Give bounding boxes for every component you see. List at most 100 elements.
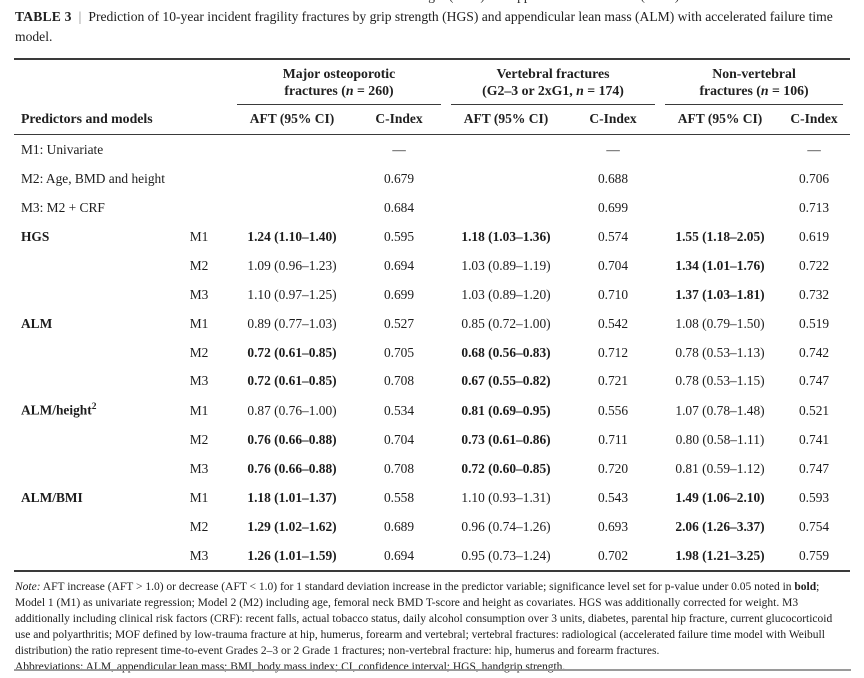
clipped-previous-line: strength (HGS) and appendicular lean mas… [402, 0, 852, 3]
cindex-value-cell: 0.556 [597, 402, 629, 418]
cindex-value-cell: — [807, 141, 821, 157]
cindex-value-cell: 0.742 [798, 344, 830, 360]
aft-value-cell: 1.55 (1.18–2.05) [675, 228, 765, 244]
subcolumn-header-row: AFT (95% CI) C-Index AFT (95% CI) C-Inde… [14, 105, 851, 136]
cindex-value-cell: 0.694 [383, 547, 415, 563]
aft-value-cell [234, 164, 350, 193]
cindex-value-cell: 0.543 [597, 489, 629, 505]
aft-value-cell: 1.09 (0.96–1.23) [247, 257, 337, 273]
model-label-cell: M3 [189, 547, 209, 563]
cindex-value-cell: 0.720 [597, 460, 629, 476]
note-bold-word: bold [794, 581, 817, 594]
cindex-value-cell: 0.694 [383, 257, 415, 273]
predictor-label-text: M2: Age, BMD and height [21, 170, 165, 186]
predictor-label-cell: HGS [14, 222, 164, 251]
aft-value-cell: 1.37 (1.03–1.81) [675, 286, 765, 302]
cindex-value-cell: 0.519 [798, 315, 830, 331]
cindex-value-cell: 0.527 [383, 315, 415, 331]
model-label-cell: M3 [189, 286, 209, 302]
aft-value-cell: 0.72 (0.61–0.85) [247, 344, 337, 360]
aft-value-cell: 1.03 (0.89–1.19) [461, 257, 551, 273]
aft-value-cell: 0.73 (0.61–0.86) [461, 431, 551, 447]
table-footnote: Note: AFT increase (AFT > 1.0) or decrea… [15, 579, 850, 675]
aft-value-cell: 0.95 (0.73–1.24) [461, 547, 551, 563]
cindex-value-cell: 0.619 [798, 228, 830, 244]
clipped-previous-line-text: strength (HGS) and appendicular lean mas… [402, 0, 852, 3]
predictor-label-cell [14, 367, 164, 396]
cindex-value-cell: 0.711 [598, 431, 628, 447]
predictor-label-cell: ALM [14, 309, 164, 338]
cindex-value-cell: 0.684 [383, 199, 415, 215]
group-n-symbol: n [576, 83, 584, 99]
cindex-value-cell: 0.699 [383, 286, 415, 302]
table-row: M3 1.26 (1.01–1.59) 0.694 0.95 (0.73–1.24) 0… [14, 541, 850, 571]
cindex-value-cell: 0.593 [798, 489, 830, 505]
cindex-value-cell: 0.574 [597, 228, 629, 244]
aft-value-cell: 0.76 (0.66–0.88) [247, 431, 337, 447]
model-label-cell: M1 [189, 489, 209, 505]
aft-value-cell [448, 135, 564, 164]
table-row: M2 0.72 (0.61–0.85) 0.705 0.68 (0.56–0.83) 0… [14, 338, 850, 367]
note-text-2: ; Model 1 (M1) as univariate regression;… [15, 581, 833, 658]
predictor-label-cell [14, 251, 164, 280]
cindex-value-cell: 0.542 [597, 315, 629, 331]
aft-value-cell: 1.10 (0.93–1.31) [461, 489, 551, 505]
group-header-non-vertebral-text: Non-vertebral fractures (n = 106) [665, 65, 844, 106]
group-n-symbol: n [345, 83, 354, 99]
cindex-value-cell: 0.595 [383, 228, 415, 244]
footnote-abbreviations: Abbreviations: ALM, appendicular lean ma… [15, 661, 566, 674]
model-label-cell: M1 [189, 402, 209, 418]
aft-value-cell: 1.98 (1.21–3.25) [675, 547, 765, 563]
table-row: ALM/height2 M1 0.87 (0.76–1.00) 0.534 0.81 (… [14, 396, 850, 425]
aft-value-cell: 0.81 (0.69–0.95) [461, 402, 551, 418]
cindex-value-cell: 0.759 [798, 547, 830, 563]
model-label-cell: M2 [189, 257, 209, 273]
aft-value-cell: 0.76 (0.66–0.88) [247, 460, 337, 476]
aft-value-cell: 1.08 (0.79–1.50) [675, 315, 765, 331]
predictor-label-cell [14, 426, 164, 455]
cindex-value-cell: 0.741 [798, 431, 830, 447]
predictor-label-cell [14, 512, 164, 541]
predictor-label-cell: ALM/height2 [14, 396, 164, 425]
table-body: M1: Univariate — — — M2: Age, BMD and height… [14, 135, 850, 572]
aft-value-cell: 0.85 (0.72–1.00) [461, 315, 551, 331]
aft-value-cell: 0.67 (0.55–0.82) [461, 373, 551, 389]
predictor-label-text: M1: Univariate [21, 141, 104, 157]
aft-value-cell: 1.26 (1.01–1.59) [247, 547, 337, 563]
note-label: Note: [15, 581, 41, 594]
page-bottom-rule [14, 669, 851, 671]
aft-value-cell [448, 164, 564, 193]
cindex-value-cell: 0.713 [798, 199, 830, 215]
table-row: M3 0.76 (0.66–0.88) 0.708 0.72 (0.60–0.85) 0… [14, 455, 850, 484]
cindex-value-cell: 0.693 [597, 518, 629, 534]
aft-value-cell: 0.89 (0.77–1.03) [247, 315, 337, 331]
table-row: M3: M2 + CRF 0.684 0.699 0.713 [14, 193, 850, 222]
aft-value-cell: 1.10 (0.97–1.25) [247, 286, 337, 302]
cindex-value-cell: 0.704 [597, 257, 629, 273]
table-row: M1: Univariate — — — [14, 135, 850, 164]
aft-value-cell: 0.78 (0.53–1.15) [675, 373, 765, 389]
aft-value-cell [448, 193, 564, 222]
predictor-label-cell: ALM/BMI [14, 484, 164, 513]
aft-value-cell: 0.72 (0.61–0.85) [247, 373, 337, 389]
model-label-cell: M2 [189, 431, 209, 447]
subheader-aft-2: AFT (95% CI) [448, 105, 565, 136]
aft-value-cell [662, 164, 778, 193]
predictor-label-cell [14, 541, 164, 571]
aft-value-cell: 1.34 (1.01–1.76) [675, 257, 765, 273]
predictor-label-cell: M2: Age, BMD and height [14, 164, 165, 193]
group-header-non-vertebral: Non-vertebral fractures (n = 106) [662, 59, 850, 106]
table-row: ALM M1 0.89 (0.77–1.03) 0.527 0.85 (0.72–1.0… [14, 309, 850, 338]
aft-value-cell [662, 135, 778, 164]
cindex-value-cell: — [606, 141, 620, 157]
aft-value-cell: 0.68 (0.56–0.83) [461, 344, 551, 360]
group-header-line2: fractures (n = 260) [237, 82, 441, 99]
cindex-value-cell: 0.702 [597, 547, 629, 563]
predictor-label-text: ALM [21, 315, 53, 331]
aft-value-cell [234, 193, 350, 222]
cindex-value-cell: 0.721 [597, 373, 629, 389]
cindex-value-cell: 0.699 [597, 199, 629, 215]
group-header-line2: (G2–3 or 2xG1, n = 174) [451, 82, 655, 99]
cindex-value-cell: 0.708 [383, 373, 415, 389]
